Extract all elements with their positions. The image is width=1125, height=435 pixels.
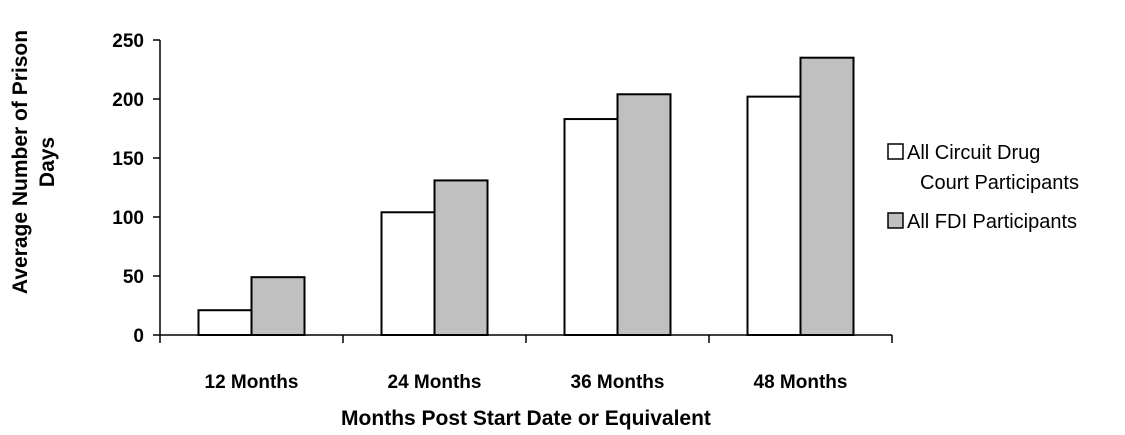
y-tick-label: 0 bbox=[133, 326, 144, 347]
y-tick-label: 50 bbox=[123, 267, 144, 288]
bar-fdi-3 bbox=[616, 93, 672, 336]
bar-fdi-2 bbox=[433, 179, 489, 336]
x-tick-label: 24 Months bbox=[388, 372, 482, 393]
legend-label-circuit: All Circuit Drug Court Participants bbox=[907, 142, 1079, 194]
y-tick-label: 250 bbox=[112, 31, 144, 52]
bar-fdi-1 bbox=[250, 276, 306, 336]
bar-circuit-2 bbox=[380, 211, 436, 336]
legend-swatch-fdi bbox=[887, 212, 904, 229]
axes-group: 12 Months 24 Months 36 Months 48 Months 0 50 1… bbox=[9, 30, 893, 430]
x-tick-label: 36 Months bbox=[571, 372, 665, 393]
legend: All Circuit Drug Court Participants All FD… bbox=[887, 142, 1079, 233]
x-axis-title: Months Post Start Date or Equivalent bbox=[341, 407, 711, 430]
x-tick-label: 48 Months bbox=[754, 372, 848, 393]
y-tick-label: 150 bbox=[112, 149, 144, 170]
bar-fdi-4 bbox=[799, 56, 855, 336]
bar-circuit-1 bbox=[197, 309, 253, 337]
bar-circuit-4 bbox=[746, 95, 802, 336]
y-tick-label: 200 bbox=[112, 90, 144, 111]
legend-label-fdi: All FDI Participants bbox=[907, 211, 1077, 233]
legend-swatch-circuit bbox=[887, 143, 904, 160]
y-tick-label: 100 bbox=[112, 208, 144, 229]
x-tick-label: 12 Months bbox=[205, 372, 299, 393]
bar-circuit-3 bbox=[563, 118, 619, 336]
bars-group bbox=[197, 56, 855, 337]
y-axis-title: Average Number of Prison Days bbox=[9, 30, 59, 294]
